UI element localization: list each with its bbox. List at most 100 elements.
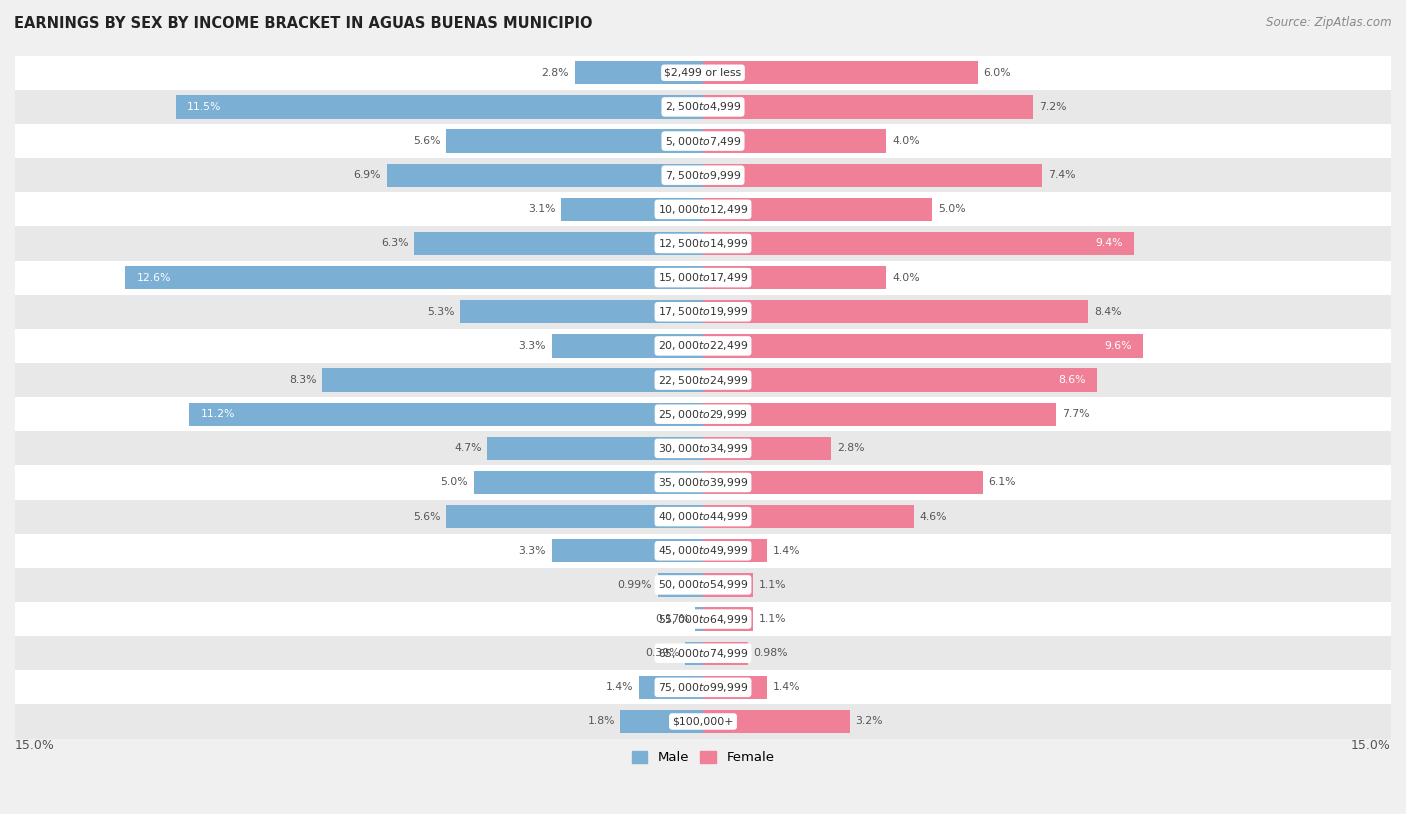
Text: 9.6%: 9.6% bbox=[1104, 341, 1132, 351]
Text: $7,500 to $9,999: $7,500 to $9,999 bbox=[665, 168, 741, 182]
Bar bbox=[703, 641, 748, 665]
Text: 7.4%: 7.4% bbox=[1047, 170, 1076, 180]
Bar bbox=[658, 573, 703, 597]
Text: 8.3%: 8.3% bbox=[290, 375, 316, 385]
Text: $20,000 to $22,499: $20,000 to $22,499 bbox=[658, 339, 748, 352]
Text: 4.0%: 4.0% bbox=[891, 273, 920, 282]
Text: EARNINGS BY SEX BY INCOME BRACKET IN AGUAS BUENAS MUNICIPIO: EARNINGS BY SEX BY INCOME BRACKET IN AGU… bbox=[14, 16, 592, 31]
Text: 15.0%: 15.0% bbox=[15, 738, 55, 751]
Text: 3.3%: 3.3% bbox=[519, 341, 546, 351]
Bar bbox=[15, 158, 1391, 192]
Text: 8.6%: 8.6% bbox=[1059, 375, 1085, 385]
Text: $15,000 to $17,499: $15,000 to $17,499 bbox=[658, 271, 748, 284]
Text: $50,000 to $54,999: $50,000 to $54,999 bbox=[658, 579, 748, 592]
Bar bbox=[703, 266, 886, 289]
Text: $100,000+: $100,000+ bbox=[672, 716, 734, 726]
Text: 4.0%: 4.0% bbox=[891, 136, 920, 146]
Bar bbox=[703, 470, 983, 494]
Bar bbox=[15, 260, 1391, 295]
Text: 6.9%: 6.9% bbox=[353, 170, 381, 180]
Text: 9.4%: 9.4% bbox=[1095, 239, 1122, 248]
Text: $40,000 to $44,999: $40,000 to $44,999 bbox=[658, 510, 748, 523]
Bar bbox=[703, 437, 831, 460]
Text: 11.5%: 11.5% bbox=[187, 102, 221, 112]
Bar bbox=[703, 164, 1042, 186]
Bar bbox=[322, 369, 703, 392]
Bar bbox=[703, 710, 849, 733]
Text: 12.6%: 12.6% bbox=[136, 273, 172, 282]
Bar bbox=[15, 704, 1391, 738]
Bar bbox=[703, 607, 754, 631]
Bar bbox=[685, 641, 703, 665]
Bar bbox=[15, 124, 1391, 158]
Text: 6.1%: 6.1% bbox=[988, 478, 1015, 488]
Bar bbox=[703, 61, 979, 85]
Text: $30,000 to $34,999: $30,000 to $34,999 bbox=[658, 442, 748, 455]
Bar bbox=[15, 500, 1391, 534]
Text: 2.8%: 2.8% bbox=[541, 68, 569, 78]
Bar bbox=[703, 505, 914, 528]
Bar bbox=[15, 431, 1391, 466]
Text: 7.2%: 7.2% bbox=[1039, 102, 1066, 112]
Text: 5.3%: 5.3% bbox=[427, 307, 454, 317]
Bar bbox=[703, 369, 1098, 392]
Bar bbox=[15, 192, 1391, 226]
Text: $25,000 to $29,999: $25,000 to $29,999 bbox=[658, 408, 748, 421]
Bar bbox=[703, 95, 1033, 119]
Text: 1.4%: 1.4% bbox=[606, 682, 633, 693]
Text: $17,500 to $19,999: $17,500 to $19,999 bbox=[658, 305, 748, 318]
Text: $55,000 to $64,999: $55,000 to $64,999 bbox=[658, 613, 748, 626]
Bar bbox=[15, 295, 1391, 329]
Text: 0.17%: 0.17% bbox=[655, 614, 690, 624]
Bar bbox=[446, 129, 703, 153]
Text: 1.1%: 1.1% bbox=[759, 614, 786, 624]
Bar bbox=[15, 602, 1391, 636]
Bar bbox=[575, 61, 703, 85]
Text: $10,000 to $12,499: $10,000 to $12,499 bbox=[658, 203, 748, 216]
Bar bbox=[15, 226, 1391, 260]
Text: 4.7%: 4.7% bbox=[454, 444, 482, 453]
Bar bbox=[460, 300, 703, 323]
Text: 8.4%: 8.4% bbox=[1094, 307, 1121, 317]
Bar bbox=[551, 539, 703, 562]
Bar bbox=[561, 198, 703, 221]
Bar bbox=[387, 164, 703, 186]
Text: $2,499 or less: $2,499 or less bbox=[665, 68, 741, 78]
Text: 5.6%: 5.6% bbox=[413, 512, 440, 522]
Bar bbox=[446, 505, 703, 528]
Bar bbox=[15, 329, 1391, 363]
Text: 3.1%: 3.1% bbox=[527, 204, 555, 214]
Legend: Male, Female: Male, Female bbox=[626, 746, 780, 769]
Bar bbox=[703, 198, 932, 221]
Text: $5,000 to $7,499: $5,000 to $7,499 bbox=[665, 134, 741, 147]
Text: Source: ZipAtlas.com: Source: ZipAtlas.com bbox=[1267, 16, 1392, 29]
Bar bbox=[176, 95, 703, 119]
Bar bbox=[15, 670, 1391, 704]
Text: 0.39%: 0.39% bbox=[645, 648, 679, 659]
Text: $45,000 to $49,999: $45,000 to $49,999 bbox=[658, 545, 748, 558]
Bar bbox=[474, 470, 703, 494]
Bar bbox=[488, 437, 703, 460]
Bar bbox=[190, 403, 703, 426]
Bar bbox=[620, 710, 703, 733]
Bar bbox=[125, 266, 703, 289]
Bar bbox=[15, 397, 1391, 431]
Text: $65,000 to $74,999: $65,000 to $74,999 bbox=[658, 646, 748, 659]
Bar bbox=[703, 403, 1056, 426]
Text: $35,000 to $39,999: $35,000 to $39,999 bbox=[658, 476, 748, 489]
Bar bbox=[703, 335, 1143, 357]
Bar bbox=[695, 607, 703, 631]
Bar bbox=[15, 636, 1391, 670]
Text: 1.8%: 1.8% bbox=[588, 716, 614, 726]
Bar bbox=[703, 129, 886, 153]
Text: 3.2%: 3.2% bbox=[855, 716, 883, 726]
Text: 6.0%: 6.0% bbox=[984, 68, 1011, 78]
Text: 5.0%: 5.0% bbox=[938, 204, 966, 214]
Bar bbox=[703, 573, 754, 597]
Text: 11.2%: 11.2% bbox=[201, 409, 235, 419]
Text: 2.8%: 2.8% bbox=[837, 444, 865, 453]
Text: $2,500 to $4,999: $2,500 to $4,999 bbox=[665, 100, 741, 113]
Text: 5.0%: 5.0% bbox=[440, 478, 468, 488]
Bar bbox=[703, 232, 1135, 255]
Text: 6.3%: 6.3% bbox=[381, 239, 409, 248]
